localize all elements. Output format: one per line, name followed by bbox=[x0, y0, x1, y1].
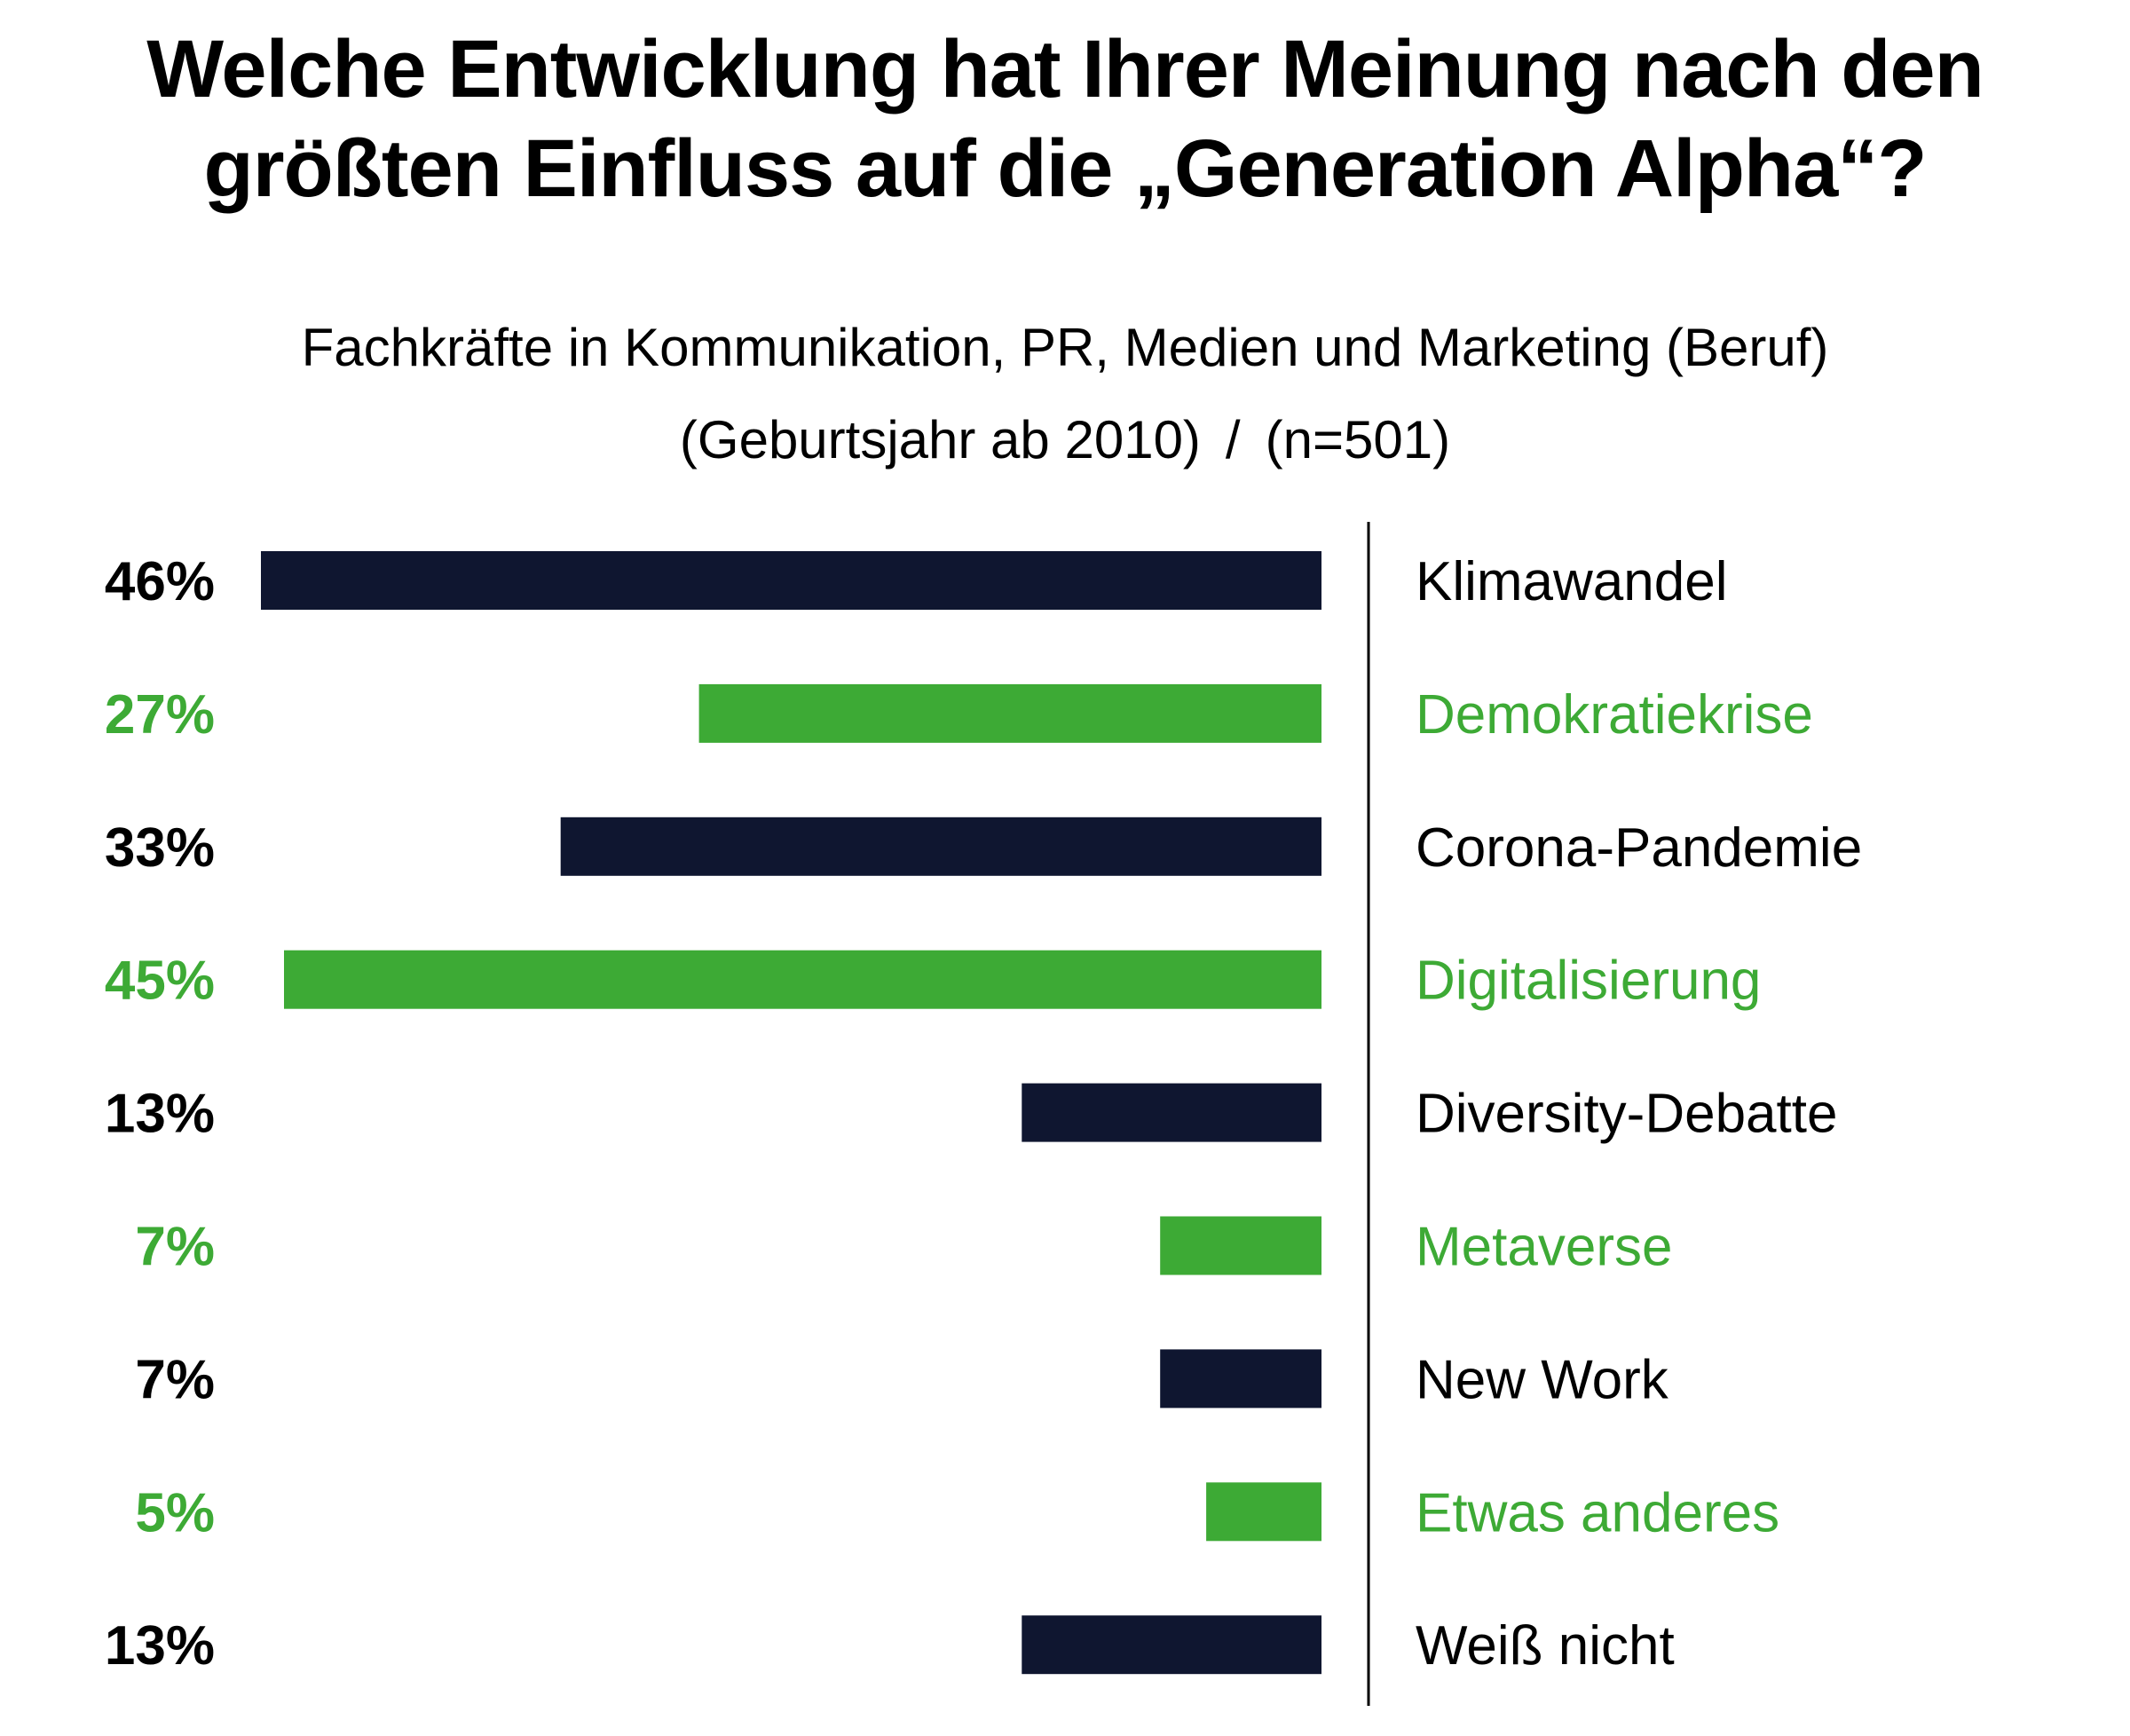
subtitle-birth-year: (Geburtsjahr ab 2010) bbox=[679, 410, 1201, 470]
percent-label: 7% bbox=[135, 1349, 215, 1410]
chart-title-line-1: Welche Entwicklung hat Ihrer Meinung nac… bbox=[146, 24, 1984, 114]
percent-label: 13% bbox=[105, 1084, 215, 1145]
category-label: Diversity-Debatte bbox=[1416, 1084, 1837, 1145]
percent-label: 5% bbox=[135, 1482, 215, 1543]
category-label: Demokratiekrise bbox=[1416, 684, 1813, 746]
bar-weiß-nicht bbox=[1022, 1615, 1321, 1675]
bars-group bbox=[261, 551, 1321, 1675]
chart-subtitle: Fachkräfte in Kommunikation, PR, Medien … bbox=[0, 302, 2130, 486]
category-labels-group: Klimawandel Demokratiekrise Corona-Pandemi… bbox=[1416, 551, 1862, 1677]
category-label: Weiß nicht bbox=[1416, 1615, 1675, 1677]
bar-demokratiekrise bbox=[698, 683, 1321, 743]
chart-title-line-2: größten Einfluss auf die „Generation Alp… bbox=[203, 123, 1928, 214]
category-label: New Work bbox=[1416, 1349, 1669, 1410]
chart-title: Welche Entwicklung hat Ihrer Meinung nac… bbox=[0, 20, 2130, 218]
category-label: Digitalisierung bbox=[1416, 951, 1761, 1012]
percent-label: 45% bbox=[105, 951, 215, 1012]
percent-label: 7% bbox=[135, 1217, 215, 1278]
bar-digitalisierung bbox=[284, 950, 1321, 1009]
category-label: Etwas anderes bbox=[1416, 1482, 1779, 1543]
percent-label: 33% bbox=[105, 817, 215, 879]
category-label: Metaverse bbox=[1416, 1217, 1672, 1278]
bar-new-work bbox=[1160, 1349, 1321, 1409]
subtitle-sample-size: (n=501) bbox=[1265, 410, 1451, 470]
category-label: Klimawandel bbox=[1416, 551, 1728, 612]
percent-label: 46% bbox=[105, 551, 215, 612]
percent-labels-group: 46% 27% 33% 45% 13% 7% 7% 5% 13% bbox=[105, 551, 215, 1677]
bar-klimawandel bbox=[261, 551, 1321, 610]
category-label: Corona-Pandemie bbox=[1416, 817, 1862, 879]
subtitle-line-2: (Geburtsjahr ab 2010) / (n=501) bbox=[0, 394, 2130, 486]
bar-metaverse bbox=[1160, 1216, 1321, 1275]
percent-label: 27% bbox=[105, 684, 215, 746]
bar-etwas-anderes bbox=[1206, 1482, 1321, 1542]
subtitle-separator: / bbox=[1225, 410, 1241, 470]
bar-corona-pandemie bbox=[560, 817, 1321, 876]
subtitle-line-1: Fachkräfte in Kommunikation, PR, Medien … bbox=[301, 318, 1829, 377]
percent-label: 13% bbox=[105, 1615, 215, 1677]
bar-diversity-debatte bbox=[1022, 1083, 1321, 1142]
